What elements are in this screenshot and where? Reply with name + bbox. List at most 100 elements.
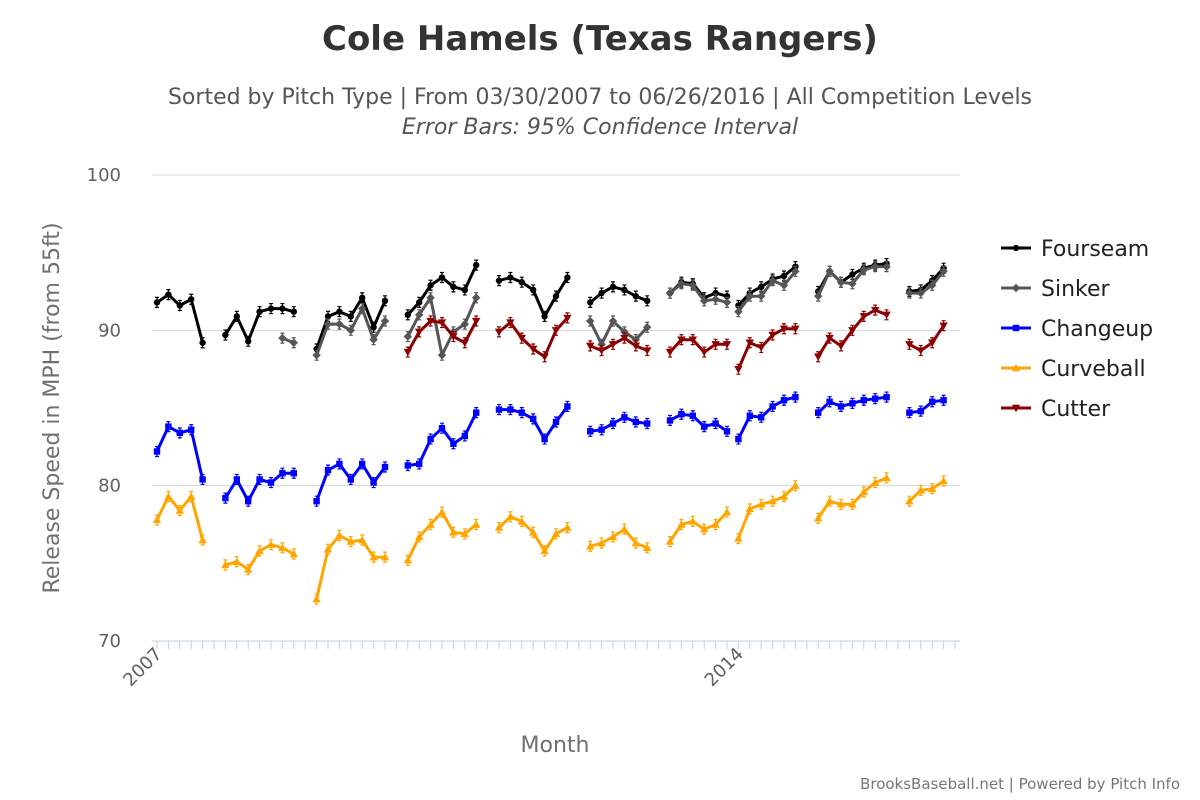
sinker-point [608, 316, 618, 326]
legend-item-changeup[interactable]: Changeup [1001, 317, 1153, 342]
legend-item-cutter[interactable]: Cutter [1001, 397, 1111, 422]
sinker-point [335, 319, 344, 329]
sinker-point [380, 316, 390, 326]
cutter-point [722, 341, 732, 349]
fourseam-point [507, 274, 514, 281]
changeup-point [347, 476, 354, 483]
sinker-point [358, 304, 367, 313]
credits[interactable]: BrooksBaseball.net | Powered by Pitch In… [860, 775, 1180, 793]
cutter-point [836, 342, 846, 351]
curveball-point [369, 552, 378, 561]
curveball-point [403, 556, 412, 564]
changeup-point [290, 470, 297, 477]
curveball-point [643, 543, 652, 551]
curveball-point [916, 486, 925, 494]
sinker-point [278, 333, 287, 343]
curveball-point [586, 542, 595, 550]
legend: Fourseam Sinker Changeup Curveball Cutter [1001, 237, 1153, 422]
changeup-point [404, 462, 411, 469]
legend-marker-fourseam [1012, 244, 1020, 252]
cutter-point [734, 365, 743, 374]
fourseam-point [336, 308, 343, 315]
curveball-point [187, 492, 196, 500]
sinker-point [836, 277, 846, 287]
changeup-point [233, 476, 240, 483]
fourseam-point [530, 286, 537, 294]
fourseam-point [564, 274, 571, 281]
sinker-point [916, 288, 925, 298]
changeup-point [541, 435, 548, 443]
y-tick-label-90: 90 [98, 320, 121, 341]
curveball-point [551, 529, 561, 538]
sinker-point [289, 338, 298, 347]
sinker-point [369, 335, 378, 344]
cutter-point [449, 333, 458, 341]
changeup-point [815, 409, 822, 416]
curveball-point [164, 492, 173, 500]
sinker-point [871, 262, 880, 271]
legend-item-curveball[interactable]: Curveball [1001, 357, 1146, 382]
changeup-point [381, 463, 389, 471]
curveball-point [323, 545, 333, 553]
fourseam-point [438, 274, 446, 281]
curveball-point [677, 520, 686, 528]
sinker-point [722, 298, 732, 307]
sinker-point [711, 295, 720, 304]
curveball-point [859, 487, 868, 496]
curveball-point [700, 524, 709, 533]
cutter-point [871, 306, 880, 315]
chart-title: Cole Hamels (Texas Rangers) [322, 19, 878, 59]
curveball-point [266, 540, 276, 548]
sinker-point [757, 291, 766, 301]
sinker-point [312, 350, 321, 360]
legend-item-fourseam[interactable]: Fourseam [1001, 237, 1149, 262]
cutter-point [597, 347, 606, 355]
sinker-point [643, 323, 652, 332]
curveball-point [540, 546, 549, 555]
changeup-point [507, 406, 514, 413]
changeup-point [222, 494, 229, 502]
changeup-point [940, 397, 947, 404]
cutter-point [643, 347, 652, 355]
fourseam-point [245, 338, 252, 345]
legend-label-cutter: Cutter [1041, 397, 1111, 422]
sinker-point [700, 296, 709, 306]
changeup-point [906, 409, 913, 416]
curveball-point [460, 529, 469, 538]
series-changeup [153, 391, 947, 507]
sinker-point [939, 267, 948, 276]
fourseam-point [541, 313, 548, 320]
curveball-point [928, 484, 937, 492]
fourseam-point [427, 282, 434, 289]
changeup-point [598, 426, 605, 433]
curveball-point [734, 534, 743, 542]
changeup-point [860, 397, 867, 404]
curveball-point [244, 565, 253, 573]
cutter-point [551, 327, 561, 335]
chart-subtitle: Sorted by Pitch Type | From 03/30/2007 t… [168, 85, 1032, 110]
sinker-point [323, 319, 333, 329]
cutter-point [882, 311, 891, 319]
series-group [152, 257, 948, 605]
changeup-point [416, 460, 423, 468]
changeup-point [564, 403, 571, 410]
chart-subtitle-error-bars: Error Bars: 95% Confidence Interval [402, 115, 798, 140]
changeup-point [199, 476, 206, 483]
legend-item-sinker[interactable]: Sinker [1001, 277, 1111, 302]
cutter-point [814, 353, 823, 361]
curveball-line-segment-0 [155, 495, 205, 541]
curveball-point [563, 523, 572, 531]
fourseam-point [450, 283, 457, 291]
fourseam-point [324, 313, 332, 320]
sinker-point [426, 293, 435, 302]
x-axis: 2007 2014 [119, 640, 960, 691]
cutter-point [745, 339, 754, 347]
legend-marker-sinker [1011, 283, 1021, 293]
changeup-point [929, 398, 936, 405]
changeup-point [712, 420, 719, 427]
cutter-point [529, 345, 538, 354]
curveball-point [426, 520, 435, 528]
fourseam-point [267, 305, 275, 312]
cutter-point [415, 328, 424, 337]
changeup-point [473, 409, 480, 416]
